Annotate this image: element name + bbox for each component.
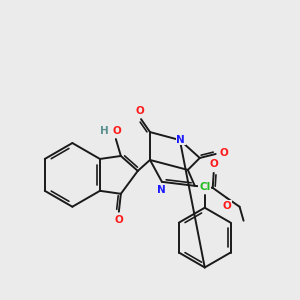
Text: O: O bbox=[210, 159, 219, 170]
Text: N: N bbox=[176, 134, 185, 145]
Text: O: O bbox=[223, 200, 232, 211]
Text: N: N bbox=[157, 185, 166, 195]
Text: O: O bbox=[136, 106, 144, 116]
Text: H: H bbox=[100, 126, 109, 136]
Text: Cl: Cl bbox=[199, 182, 210, 192]
Text: O: O bbox=[112, 126, 121, 136]
Text: O: O bbox=[220, 148, 229, 158]
Text: O: O bbox=[115, 215, 124, 225]
